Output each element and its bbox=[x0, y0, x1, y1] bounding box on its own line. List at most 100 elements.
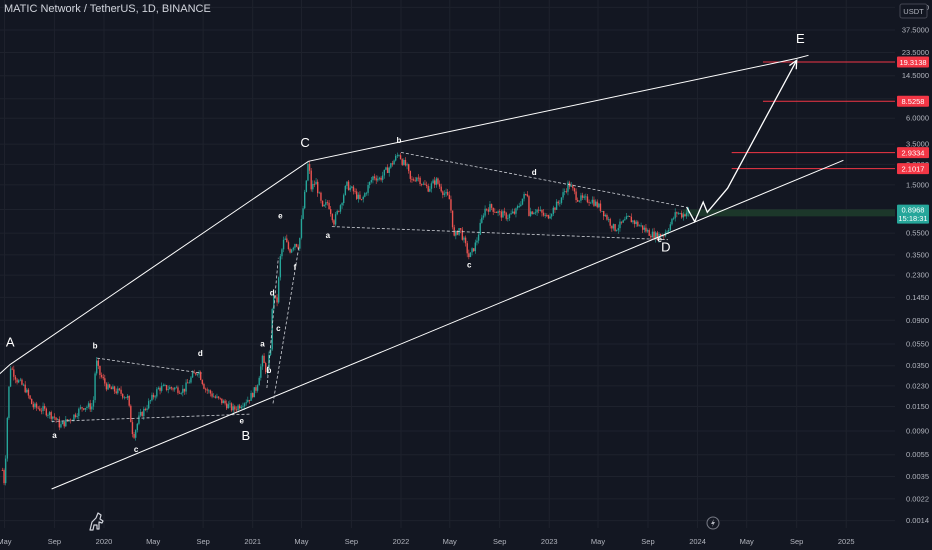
candle-body bbox=[375, 178, 377, 181]
candle-body bbox=[86, 406, 88, 408]
candle-body bbox=[461, 229, 464, 240]
candle-body bbox=[147, 401, 150, 409]
candle-body bbox=[520, 204, 522, 206]
candle-body bbox=[382, 175, 384, 180]
candle-body bbox=[674, 212, 676, 219]
candle-body bbox=[604, 215, 607, 217]
candle-body bbox=[629, 216, 631, 217]
candle-body bbox=[178, 392, 181, 394]
candle-body bbox=[125, 397, 127, 399]
candle-body bbox=[656, 232, 659, 240]
x-tick-label: 2021 bbox=[244, 537, 261, 546]
candle-body bbox=[65, 419, 67, 427]
candle-body bbox=[81, 407, 83, 409]
axis-panel[interactable]: 60.000037.500023.500014.50009.00006.0000… bbox=[895, 0, 932, 550]
candle-body bbox=[421, 184, 423, 185]
candle-body bbox=[591, 199, 594, 203]
tradingview-logo-icon[interactable] bbox=[89, 512, 104, 531]
candle-body bbox=[393, 160, 395, 165]
candle-body bbox=[473, 248, 475, 252]
time-axis[interactable]: May Sep 2020 May Sep 2021 May Sep 2022 May Sep 2023… bbox=[0, 537, 855, 546]
candle-body bbox=[492, 207, 494, 212]
y-tick-label: 37.5000 bbox=[902, 26, 929, 35]
candle-body bbox=[570, 185, 572, 187]
candle-body bbox=[87, 403, 90, 407]
candle-body bbox=[487, 209, 490, 212]
candle-body bbox=[594, 201, 597, 206]
candle-body bbox=[94, 373, 96, 401]
candle-body bbox=[238, 405, 241, 409]
candle-body bbox=[61, 421, 64, 425]
wave-dashed-line bbox=[331, 226, 668, 241]
candle-body bbox=[305, 180, 308, 192]
candle-body bbox=[341, 203, 343, 206]
candle-body bbox=[586, 196, 589, 203]
candle-body bbox=[56, 419, 59, 420]
candle-body bbox=[598, 203, 600, 208]
candle-body bbox=[123, 397, 126, 399]
candle-body bbox=[196, 374, 199, 376]
candle-body bbox=[329, 209, 332, 215]
candle-body bbox=[580, 195, 582, 201]
wave-dashed-line bbox=[97, 357, 202, 374]
candle-body bbox=[310, 170, 312, 190]
wave-dashed-line bbox=[51, 413, 250, 422]
candle-body bbox=[107, 384, 109, 390]
candle-body bbox=[279, 256, 282, 278]
candle-body bbox=[79, 407, 82, 409]
candle-body bbox=[286, 238, 288, 243]
x-tick-label: May bbox=[0, 537, 12, 546]
candle-body bbox=[432, 180, 434, 184]
candle-body bbox=[199, 372, 202, 380]
candle-body bbox=[274, 295, 277, 298]
candle-body bbox=[612, 224, 615, 229]
candle-body bbox=[45, 408, 48, 416]
candle-body bbox=[370, 180, 373, 182]
candle-body bbox=[419, 177, 421, 185]
candle-body bbox=[373, 176, 376, 179]
candle-body bbox=[534, 212, 537, 214]
candle-body bbox=[607, 219, 610, 220]
candle-body bbox=[159, 387, 161, 391]
candle-body bbox=[225, 403, 228, 409]
wave-label-B: B bbox=[241, 428, 250, 443]
candle-body bbox=[533, 212, 535, 215]
candle-body bbox=[581, 195, 584, 198]
candle-body bbox=[424, 183, 426, 185]
candle-body bbox=[464, 237, 467, 244]
target-zone bbox=[682, 209, 895, 217]
candle-body bbox=[186, 382, 189, 384]
candle-body bbox=[346, 181, 348, 186]
candle-body bbox=[258, 377, 260, 386]
candle-body bbox=[100, 375, 103, 377]
candle-body bbox=[160, 386, 163, 391]
candle-body bbox=[303, 191, 306, 209]
wave-label-d: d bbox=[532, 168, 537, 177]
candle-body bbox=[290, 249, 293, 253]
candle-body bbox=[588, 202, 590, 204]
candle-body bbox=[484, 208, 486, 216]
candle-body bbox=[614, 224, 616, 231]
candle-body bbox=[395, 155, 397, 161]
lightning-icon[interactable] bbox=[706, 516, 720, 530]
candle-body bbox=[208, 390, 210, 392]
candle-body bbox=[216, 396, 218, 398]
candle-body bbox=[386, 167, 389, 173]
candle-body bbox=[663, 235, 665, 237]
candle-body bbox=[494, 211, 496, 213]
candle-body bbox=[681, 213, 683, 218]
candle-body bbox=[325, 202, 327, 205]
candle-body bbox=[646, 230, 649, 232]
candle-body bbox=[91, 406, 93, 410]
candle-body bbox=[477, 234, 480, 241]
candle-body bbox=[643, 227, 646, 230]
price-level-label: 2.1017 bbox=[902, 164, 925, 173]
x-tick-label: Sep bbox=[790, 537, 803, 546]
candle-body bbox=[221, 398, 223, 404]
wave-label-b: b bbox=[267, 366, 272, 375]
candle-body bbox=[429, 188, 431, 192]
candle-body bbox=[500, 211, 503, 218]
currency-badge[interactable]: USDT bbox=[899, 3, 928, 19]
candle-body bbox=[263, 355, 265, 364]
